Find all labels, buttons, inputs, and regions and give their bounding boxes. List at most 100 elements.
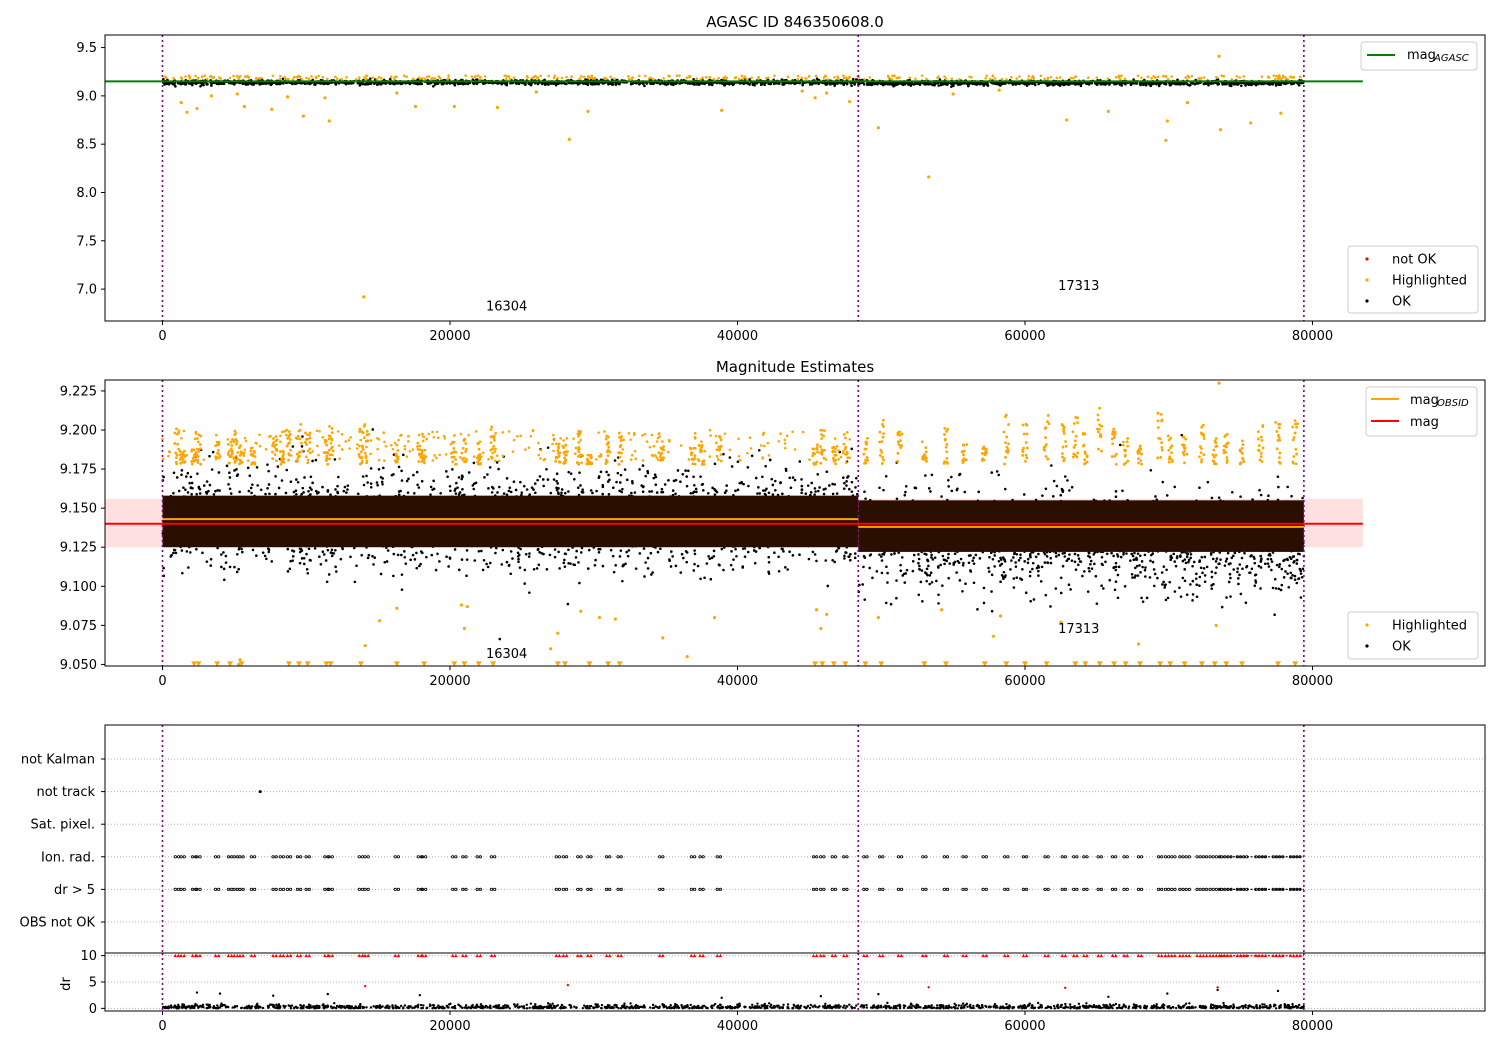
- p2-ok-point: [180, 473, 183, 477]
- p1-ok-point: [164, 82, 168, 86]
- p2-ok-point: [917, 593, 921, 597]
- p2-ok-point: [1022, 493, 1026, 496]
- p1-highlighted-point: [300, 78, 304, 81]
- p1-highlighted-point: [1140, 76, 1143, 80]
- p2-ok-point: [189, 551, 192, 554]
- p1-highlighted-point: [1027, 78, 1030, 81]
- p1-ok-point: [665, 83, 668, 86]
- p2-ok-point: [1144, 575, 1147, 578]
- p1-ok-point: [1202, 82, 1206, 86]
- p1-ok-point: [434, 82, 438, 85]
- p1-highlighted-point: [479, 75, 482, 79]
- p1-highlighted-point: [1199, 77, 1203, 80]
- p2-ok-point: [465, 558, 469, 561]
- p2-ok-point: [920, 569, 924, 572]
- p2-ok-point: [379, 572, 383, 576]
- p1-ok-point: [313, 83, 316, 86]
- p1-highlighted-point: [826, 78, 830, 81]
- p1-ok-point: [1168, 81, 1171, 85]
- p2-ok-point: [346, 484, 350, 487]
- p1-legend-label-sub: AGASC: [1433, 53, 1469, 64]
- p1-highlighted-point: [556, 76, 559, 80]
- p2-ok-point: [644, 474, 647, 478]
- p2-ok-point: [1225, 596, 1228, 599]
- p1-ytick-label: 8.5: [76, 138, 97, 153]
- p1-highlighted-point: [796, 74, 800, 78]
- p2-ok-point: [1063, 555, 1067, 558]
- p2-ok-point: [486, 565, 490, 569]
- p2-ok-point: [850, 447, 854, 451]
- p1-ok-point: [1229, 84, 1233, 88]
- p1-highlighted-point: [547, 74, 551, 78]
- p1-highlighted-point: [452, 104, 456, 109]
- p1-highlighted-point: [943, 75, 946, 78]
- p1-highlighted-point: [1039, 74, 1043, 78]
- p1-highlighted-point: [323, 96, 327, 100]
- p1-highlighted-point: [993, 77, 997, 80]
- p1-ok-point: [931, 83, 934, 87]
- p1-highlighted-point: [1161, 74, 1165, 78]
- p2-ok-point: [1183, 579, 1187, 583]
- p2-ok-point: [685, 484, 689, 488]
- p1-highlighted-point: [1238, 76, 1241, 79]
- p1-highlighted-point: [470, 75, 474, 78]
- p2-ok-point: [982, 586, 986, 590]
- p2-ok-point: [1019, 553, 1022, 556]
- p2-ok-point: [1280, 583, 1284, 587]
- p2-ok-point: [1203, 580, 1207, 584]
- p1-highlighted-point: [807, 74, 811, 78]
- p1-highlighted-point: [1030, 76, 1034, 79]
- p1-highlighted-point: [888, 77, 892, 80]
- p1-ok-point: [692, 78, 695, 81]
- p2-ok-point: [172, 548, 176, 552]
- p2-ok-point: [472, 487, 476, 491]
- p2-ok-point: [528, 493, 532, 496]
- p2-ok-point: [429, 493, 432, 496]
- p2-ok-point: [482, 558, 486, 562]
- p2-ok-point: [1051, 495, 1055, 498]
- p1-highlighted-point: [740, 74, 744, 78]
- p2-ok-point: [884, 601, 888, 605]
- p1-ytick-label: 8.0: [76, 186, 97, 201]
- p2-ok-point: [404, 562, 408, 565]
- p2-ok-point: [507, 489, 511, 493]
- p1-highlighted-point: [371, 76, 375, 79]
- p1-highlighted-point: [375, 77, 379, 81]
- p2-ok-point: [1112, 554, 1115, 558]
- p1-highlighted-point: [1018, 75, 1021, 78]
- p1-ytick-label: 7.5: [76, 234, 97, 249]
- p1-ok-point: [854, 78, 858, 81]
- p1-ok-point: [853, 83, 856, 86]
- figure-title: AGASC ID 846350608.0: [706, 13, 884, 31]
- p1-highlighted-point: [185, 110, 189, 114]
- p2-ok-point: [607, 492, 611, 496]
- p1-highlighted-point: [354, 78, 358, 81]
- p1-highlighted-point: [1217, 54, 1221, 58]
- p2-ok-point: [1068, 489, 1071, 492]
- p2-ok-point: [754, 476, 758, 480]
- p1-ok-point: [586, 83, 590, 87]
- p2-ok-point: [400, 469, 403, 473]
- p2-ok-point: [1070, 559, 1074, 562]
- p1-highlighted-point: [1184, 76, 1188, 79]
- p2-ok-point: [758, 492, 762, 495]
- p2-ok-point: [661, 490, 665, 494]
- p1-highlighted-point: [437, 75, 441, 78]
- p2-ok-point: [301, 435, 304, 438]
- p2-ok-point: [1074, 568, 1078, 571]
- p2-ok-point: [545, 568, 549, 571]
- p2-ok-point: [878, 553, 881, 556]
- p2-ok-point: [976, 608, 979, 611]
- p1-highlighted-point: [405, 75, 408, 79]
- p1-ok-point: [377, 82, 380, 86]
- p1-highlighted-point: [552, 76, 556, 80]
- p1-ok-point: [965, 82, 969, 86]
- p2-ok-point: [201, 551, 204, 555]
- p2-ok-point: [827, 484, 831, 487]
- p2-ok-point: [195, 492, 198, 496]
- p1-highlighted-point: [377, 75, 381, 79]
- p2-ok-point: [756, 492, 759, 495]
- p1-highlighted-point: [1095, 76, 1099, 79]
- p1-highlighted-point: [1284, 76, 1287, 79]
- p1-ok-point: [890, 83, 894, 86]
